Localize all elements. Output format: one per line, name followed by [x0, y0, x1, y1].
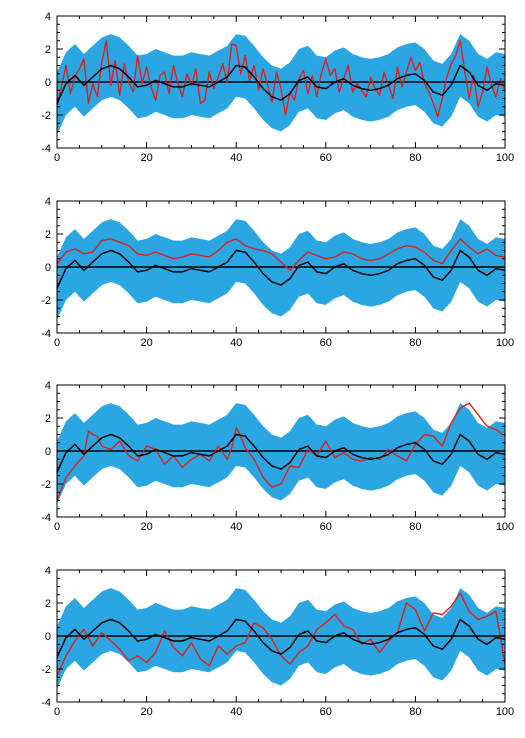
- y-tick-label: 0: [45, 262, 51, 274]
- mean-series-line: [56, 618, 506, 658]
- x-tick-label: 20: [140, 706, 152, 718]
- y-tick-label: 2: [45, 44, 51, 56]
- x-tick-label: 40: [230, 152, 242, 164]
- x-tick-label: 100: [496, 706, 514, 718]
- y-tick-label: -4: [41, 512, 51, 524]
- y-tick-label: 4: [45, 11, 51, 23]
- x-tick-label: 60: [320, 706, 332, 718]
- sample-series-line: [56, 40, 506, 118]
- x-tick-label: 80: [409, 521, 421, 533]
- x-tick-label: 60: [320, 521, 332, 533]
- x-tick-label: 60: [320, 152, 332, 164]
- sample-series-line: [56, 238, 506, 271]
- confidence-band: [57, 403, 505, 504]
- confidence-band: [57, 34, 505, 135]
- panel-4: 0 20 40 60 80 100 -4 -2 0 2 4: [41, 565, 514, 718]
- panel-3: 0 20 40 60 80 100 -4 -2 0 2 4: [41, 380, 514, 533]
- confidence-band: [57, 588, 505, 689]
- y-tick-label: 2: [45, 413, 51, 425]
- y-tick-label: 2: [45, 229, 51, 241]
- x-tick-label: 100: [496, 152, 514, 164]
- x-tick-label: 40: [230, 337, 242, 349]
- x-tick-label: 0: [54, 152, 60, 164]
- x-tick-label: 80: [409, 706, 421, 718]
- y-tick-label: -2: [41, 295, 51, 307]
- y-tick-label: 4: [45, 565, 51, 577]
- x-tick-label: 60: [320, 337, 332, 349]
- y-tick-label: -2: [41, 664, 51, 676]
- y-tick-label: -4: [41, 143, 51, 155]
- x-tick-label: 0: [54, 521, 60, 533]
- y-tick-label: 4: [45, 380, 51, 392]
- y-tick-label: -2: [41, 110, 51, 122]
- x-tick-label: 0: [54, 706, 60, 718]
- y-tick-label: 0: [45, 77, 51, 89]
- y-tick-label: -2: [41, 479, 51, 491]
- mean-series-line: [56, 64, 506, 104]
- mean-series-line: [56, 249, 506, 289]
- y-tick-label: -4: [41, 697, 51, 709]
- panel-2: 0 20 40 60 80 100 -4 -2 0 2 4: [41, 196, 514, 349]
- x-tick-label: 80: [409, 337, 421, 349]
- mean-series-line: [56, 433, 506, 473]
- confidence-band: [57, 219, 505, 320]
- y-tick-label: 4: [45, 196, 51, 208]
- x-tick-label: 0: [54, 337, 60, 349]
- x-tick-label: 40: [230, 521, 242, 533]
- x-tick-label: 80: [409, 152, 421, 164]
- sample-series-line: [56, 592, 506, 676]
- y-tick-label: 0: [45, 631, 51, 643]
- y-tick-label: 0: [45, 446, 51, 458]
- x-tick-label: 100: [496, 521, 514, 533]
- x-tick-label: 20: [140, 521, 152, 533]
- y-tick-label: 2: [45, 598, 51, 610]
- panel-1: 0 20 40 60 80 100 -4 -2 0 2 4: [41, 11, 514, 164]
- sample-series-line: [56, 402, 506, 501]
- x-tick-label: 40: [230, 706, 242, 718]
- y-tick-label: -4: [41, 328, 51, 340]
- x-tick-label: 20: [140, 337, 152, 349]
- x-tick-label: 100: [496, 337, 514, 349]
- x-tick-label: 20: [140, 152, 152, 164]
